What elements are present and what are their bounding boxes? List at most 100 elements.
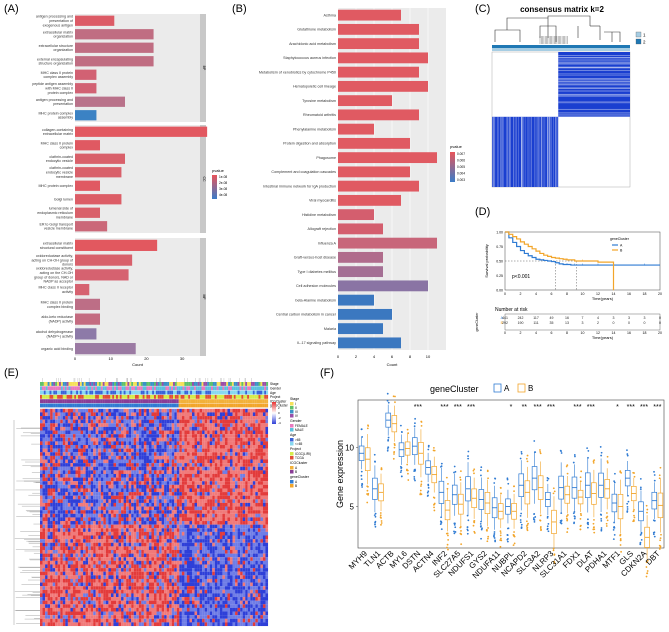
heatmap-cell [57, 448, 61, 453]
heatmap-cell [250, 416, 253, 420]
heatmap-cell [138, 557, 142, 561]
heatmap-cell [252, 452, 256, 456]
heatmap-cell [128, 506, 132, 511]
heatmap-cell [85, 495, 89, 500]
heatmap-cell [209, 437, 213, 442]
heatmap-cell [123, 506, 127, 511]
heatmap-cell [212, 416, 215, 420]
heatmap-cell [194, 441, 198, 446]
heatmap-cell [67, 553, 71, 558]
go-term-label: alcohol dehydrogenase (NADP+) activity [36, 330, 73, 338]
annotation-cell [66, 394, 69, 399]
annotation-cell [97, 382, 99, 386]
heatmap-cell [131, 553, 134, 558]
annotation-cell [192, 390, 194, 395]
annotation-cell [95, 394, 98, 399]
heatmap-cell [151, 506, 155, 511]
heatmap-cell [50, 437, 53, 442]
heatmap-cell [159, 513, 162, 518]
annotation-cell [106, 403, 109, 408]
heatmap-cell [65, 539, 68, 543]
heatmap-cell [52, 437, 56, 442]
annotation-cell [186, 399, 189, 404]
heatmap-cell [85, 506, 89, 511]
heatmap-cell [55, 528, 58, 532]
heatmap-cell [166, 502, 170, 507]
heatmap-cell [50, 506, 53, 511]
heatmap-cell [151, 470, 155, 475]
heatmap-cell [230, 539, 233, 543]
heatmap-cell [265, 524, 269, 529]
heatmap-cell [110, 495, 114, 500]
matrix-texture [558, 79, 630, 80]
heatmap-cell [257, 513, 261, 518]
heatmap-cell [245, 463, 248, 467]
heatmap-cell [42, 495, 46, 500]
heatmap-cell [116, 495, 119, 500]
heatmap-cell [65, 521, 68, 525]
heatmap-cell [52, 426, 56, 431]
heatmap-cell [110, 470, 114, 475]
heatmap-cell [161, 459, 165, 464]
heatmap-cell [242, 477, 246, 482]
risk-count: 2 [597, 321, 599, 325]
matrix-texture [558, 80, 630, 82]
heatmap-cell [57, 495, 61, 500]
heatmap-cell [126, 549, 129, 554]
heatmap-cell [232, 553, 236, 558]
heatmap-cell [116, 408, 119, 413]
heatmap-cell [116, 524, 119, 529]
annotation-cell [41, 382, 44, 386]
annotation-cell [159, 382, 162, 386]
heatmap-cell [148, 470, 152, 475]
heatmap-cell [128, 528, 132, 532]
heatmap-cell [219, 549, 223, 554]
heatmap-cell [95, 470, 99, 475]
heatmap-cell [247, 463, 251, 467]
heatmap-cell [80, 452, 84, 456]
annotation-cell [155, 386, 158, 391]
heatmap-cell [70, 513, 73, 518]
heatmap-cell [207, 528, 210, 532]
heatmap-cell [161, 484, 165, 489]
heatmap-cell [184, 448, 187, 453]
kegg-term-label: Asthma [323, 13, 336, 17]
heatmap-cell [159, 473, 162, 478]
heatmap-cell [237, 542, 241, 547]
heatmap-cell [257, 488, 261, 493]
annotation-cell [64, 390, 67, 395]
heatmap-cell [118, 437, 122, 442]
annotation-cell [237, 382, 240, 386]
annotation-cell [241, 403, 244, 408]
matrix-texture [558, 88, 630, 89]
heatmap-cell [72, 517, 76, 522]
heatmap-cell [154, 416, 157, 420]
annotation-cell [83, 390, 86, 395]
annotation-cell [264, 386, 267, 391]
heatmap-cell [65, 528, 68, 532]
heatmap-cell [138, 477, 142, 482]
matrix-texture [503, 116, 504, 187]
risk-count: 13 [565, 321, 569, 325]
heatmap-cell [255, 535, 258, 540]
heatmap-cell [131, 477, 134, 482]
heatmap-cell [116, 473, 119, 478]
heatmap-cell [108, 470, 111, 475]
heatmap-cell [136, 524, 139, 529]
heatmap-cell [138, 513, 142, 518]
heatmap-cell [70, 495, 73, 500]
heatmap-cell [136, 557, 139, 561]
heatmap-cell [121, 463, 124, 467]
go-bar [75, 194, 122, 205]
heatmap-cell [103, 430, 106, 435]
heatmap-cell [52, 542, 56, 547]
annotation-cell [116, 386, 118, 391]
heatmap-cell [235, 423, 238, 427]
heatmap-cell [250, 445, 253, 449]
heatmap-cell [70, 502, 73, 507]
heatmap-cell [204, 549, 208, 554]
heatmap-cell [136, 466, 139, 471]
annotation-cell [176, 399, 179, 404]
heatmap-cell [95, 419, 99, 424]
heatmap-cell [255, 466, 258, 471]
